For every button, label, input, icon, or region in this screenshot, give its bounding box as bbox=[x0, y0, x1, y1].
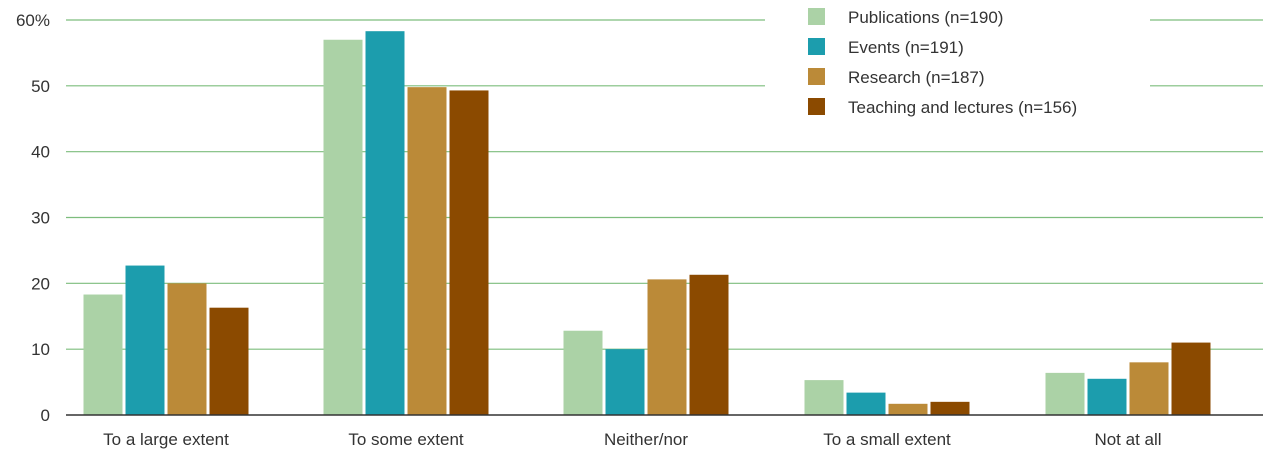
gridlines bbox=[66, 19, 1263, 350]
bar-2-3 bbox=[605, 349, 645, 415]
y-tick-label: 10 bbox=[31, 340, 50, 359]
x-category-label: Neither/nor bbox=[604, 430, 688, 449]
bar-1-5 bbox=[1045, 372, 1085, 415]
bar-3-1 bbox=[167, 283, 207, 415]
x-category-label: To a large extent bbox=[103, 430, 229, 449]
legend-label: Teaching and lectures (n=156) bbox=[848, 98, 1077, 117]
y-tick-label: 0 bbox=[41, 406, 50, 425]
bar-3-3 bbox=[647, 279, 687, 415]
y-tick-label: 20 bbox=[31, 274, 50, 293]
bar-1-2 bbox=[323, 39, 363, 415]
x-category-label: To some extent bbox=[348, 430, 464, 449]
bar-1-4 bbox=[804, 380, 844, 415]
legend: Publications (n=190) Events (n=191) Resear… bbox=[808, 8, 1077, 117]
bar-3-5 bbox=[1129, 362, 1169, 415]
bar-2-1 bbox=[125, 265, 165, 415]
legend-swatch bbox=[808, 8, 825, 25]
y-axis-ticks: 0 10 20 30 40 50 60% bbox=[16, 11, 50, 425]
bar-1-3 bbox=[563, 330, 603, 415]
bar-2-5 bbox=[1087, 378, 1127, 415]
legend-label: Events (n=191) bbox=[848, 38, 964, 57]
x-category-label: To a small extent bbox=[823, 430, 951, 449]
bar-2-2 bbox=[365, 31, 405, 416]
legend-label: Research (n=187) bbox=[848, 68, 985, 87]
bar-1-1 bbox=[83, 294, 123, 415]
x-axis-labels: To a large extent To some extent Neither/n… bbox=[103, 430, 1161, 449]
y-tick-label: 50 bbox=[31, 77, 50, 96]
bar-4-3 bbox=[689, 274, 729, 415]
bar-4-1 bbox=[209, 307, 249, 415]
bar-4-5 bbox=[1171, 342, 1211, 415]
legend-label: Publications (n=190) bbox=[848, 8, 1003, 27]
bars bbox=[83, 31, 1211, 416]
bar-3-2 bbox=[407, 87, 447, 416]
legend-swatch bbox=[808, 68, 825, 85]
bar-4-2 bbox=[449, 90, 489, 416]
bar-2-4 bbox=[846, 392, 886, 415]
legend-swatch bbox=[808, 98, 825, 115]
y-tick-label: 40 bbox=[31, 143, 50, 162]
bar-4-4 bbox=[930, 401, 970, 415]
bar-3-4 bbox=[888, 403, 928, 415]
legend-swatch bbox=[808, 38, 825, 55]
y-tick-label: 30 bbox=[31, 209, 50, 228]
y-tick-label: 60% bbox=[16, 11, 50, 30]
x-category-label: Not at all bbox=[1094, 430, 1161, 449]
